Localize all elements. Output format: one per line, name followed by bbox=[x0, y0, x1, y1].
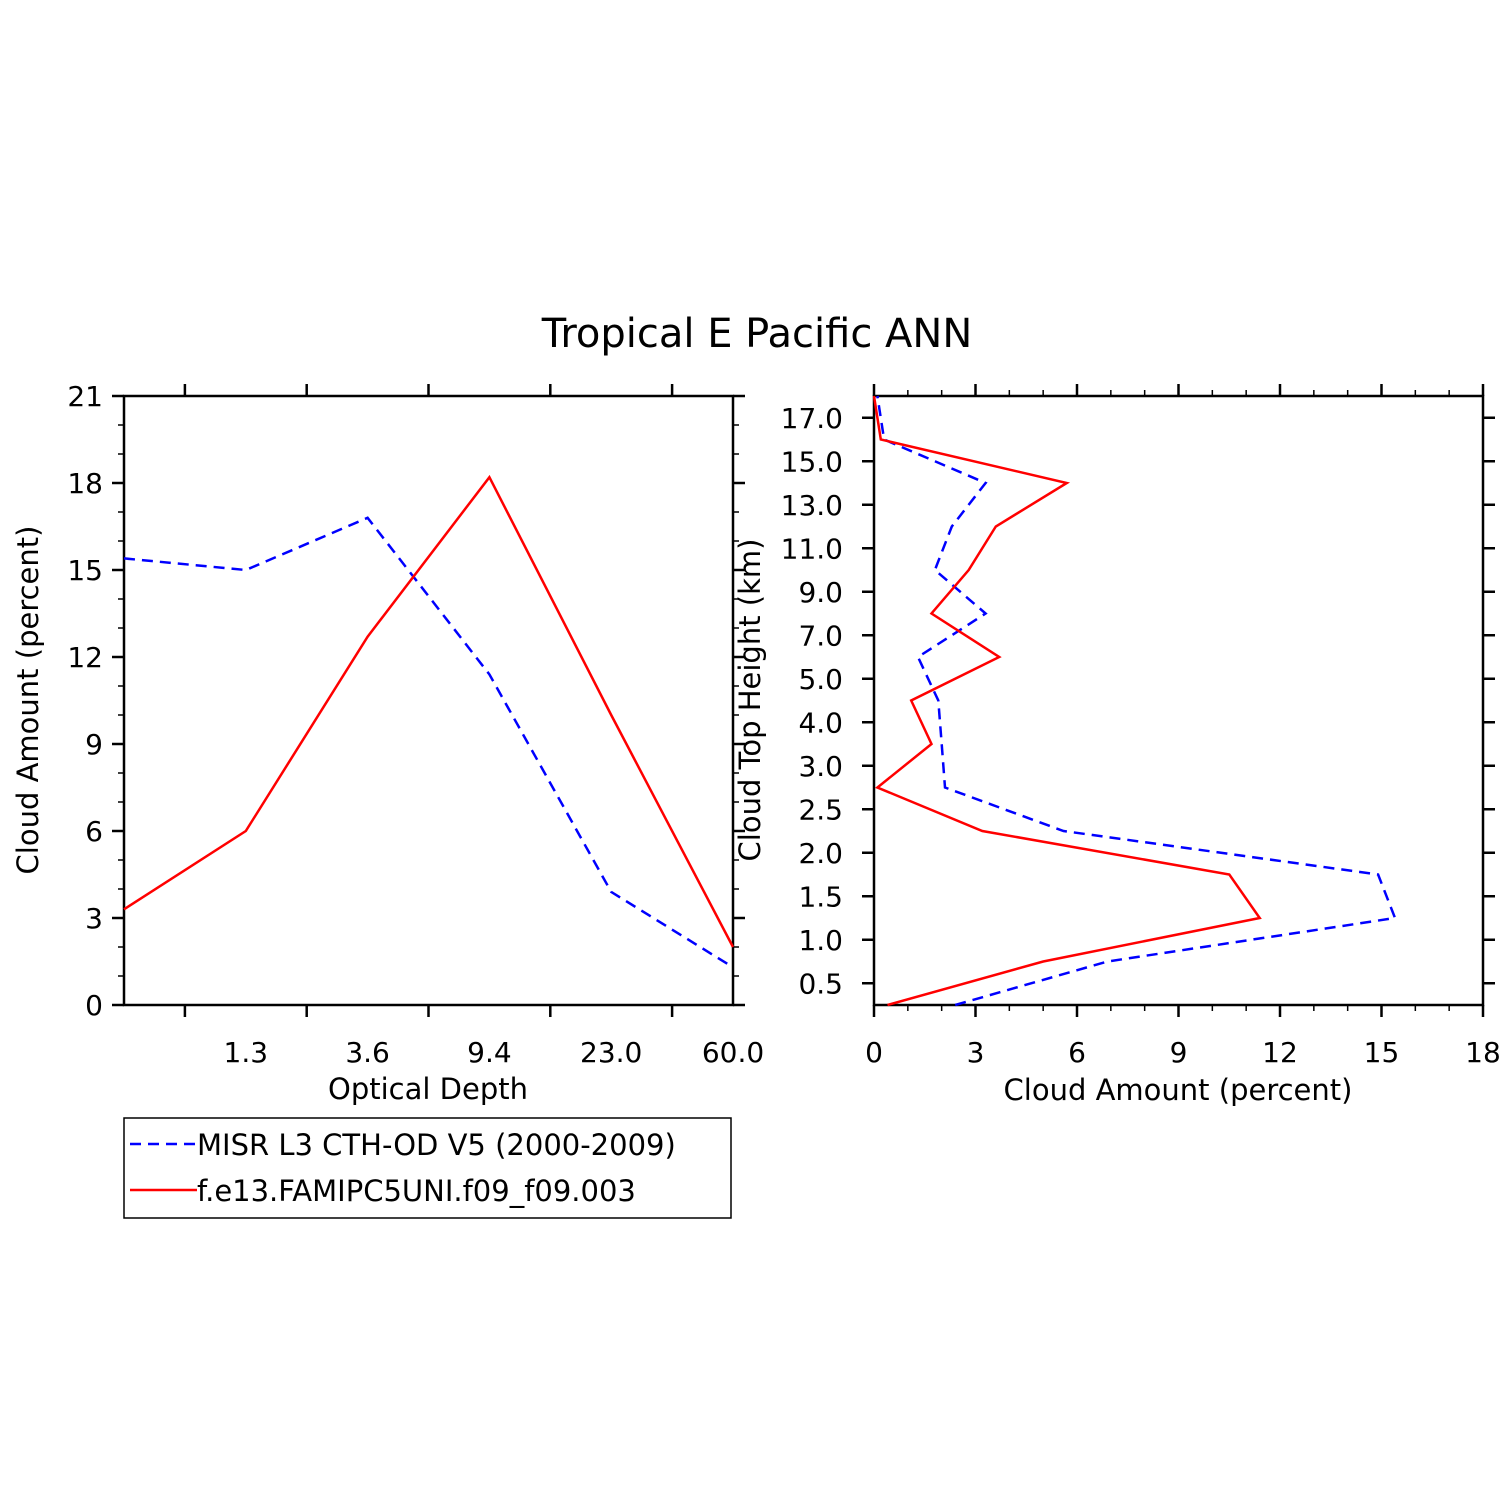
right-series-line bbox=[872, 395, 1262, 1007]
right-series-line bbox=[876, 395, 1397, 1007]
right-x-tick-label: 12 bbox=[1262, 1036, 1298, 1069]
left-y-tick-label: 18 bbox=[67, 467, 103, 500]
left-series-lines bbox=[123, 474, 735, 969]
left-y-tick-label: 21 bbox=[67, 380, 103, 413]
right-y-tick-label: 9.0 bbox=[798, 576, 843, 609]
right-y-tick-label: 1.5 bbox=[798, 880, 843, 913]
left-x-tick-label: 1.3 bbox=[224, 1036, 269, 1069]
chart-title: Tropical E Pacific ANN bbox=[541, 311, 972, 357]
right-x-tick-label: 0 bbox=[865, 1036, 883, 1069]
right-y-axis-label: Cloud Top Height (km) bbox=[733, 539, 767, 862]
right-x-tick-label: 18 bbox=[1465, 1036, 1501, 1069]
right-x-tick-labels: 0 3 6 9 12 15 18 bbox=[865, 1036, 1501, 1069]
left-axis-ticks bbox=[112, 384, 745, 1017]
right-series-lines bbox=[872, 395, 1397, 1007]
right-axis-ticks bbox=[862, 384, 1495, 1017]
left-x-tick-label: 23.0 bbox=[580, 1036, 642, 1069]
right-y-tick-label: 3.0 bbox=[798, 750, 843, 783]
left-x-axis-label: Optical Depth bbox=[328, 1072, 528, 1106]
left-x-tick-label: 9.4 bbox=[467, 1036, 512, 1069]
left-plot-frame bbox=[122, 394, 735, 1007]
left-y-tick-label: 6 bbox=[85, 815, 103, 848]
legend-label-model: f.e13.FAMIPC5UNI.f09_f09.003 bbox=[197, 1174, 636, 1208]
left-x-tick-label: 3.6 bbox=[345, 1036, 390, 1069]
right-y-tick-label: 17.0 bbox=[781, 402, 843, 435]
right-y-tick-label: 5.0 bbox=[798, 663, 843, 696]
legend-box bbox=[123, 1117, 732, 1219]
legend-label-misr: MISR L3 CTH-OD V5 (2000-2009) bbox=[197, 1128, 676, 1162]
left-panel-optical-depth: 1.3 3.6 9.4 23.0 60.0 0 3 6 9 12 15 18 21 Optical D… bbox=[11, 380, 764, 1106]
right-x-tick-label: 6 bbox=[1068, 1036, 1086, 1069]
left-y-tick-label: 3 bbox=[85, 902, 103, 935]
right-y-tick-label: 7.0 bbox=[798, 619, 843, 652]
right-panel-cloud-top-height: 0 3 6 9 12 15 18 0.5 1.0 1.5 2.0 2.5 3.0 4.0 5.0 7.0 9.… bbox=[733, 384, 1501, 1107]
right-y-tick-label: 2.0 bbox=[798, 837, 843, 870]
right-y-tick-label: 4.0 bbox=[798, 706, 843, 739]
right-x-axis-label: Cloud Amount (percent) bbox=[1004, 1073, 1353, 1107]
right-y-tick-label: 0.5 bbox=[798, 967, 843, 1000]
right-y-tick-label: 1.0 bbox=[798, 924, 843, 957]
right-plot-frame bbox=[872, 394, 1485, 1007]
right-y-tick-label: 13.0 bbox=[781, 489, 843, 522]
right-y-tick-labels: 0.5 1.0 1.5 2.0 2.5 3.0 4.0 5.0 7.0 9.0 11.0 13.0 15… bbox=[781, 402, 843, 1001]
left-y-axis-label: Cloud Amount (percent) bbox=[11, 526, 45, 875]
left-x-tick-label: 60.0 bbox=[702, 1036, 764, 1069]
right-x-tick-label: 15 bbox=[1364, 1036, 1400, 1069]
left-y-tick-labels: 0 3 6 9 12 15 18 21 bbox=[67, 380, 103, 1022]
left-y-tick-label: 15 bbox=[67, 554, 103, 587]
right-y-tick-label: 15.0 bbox=[781, 445, 843, 478]
left-y-tick-label: 12 bbox=[67, 641, 103, 674]
right-x-tick-label: 3 bbox=[967, 1036, 985, 1069]
left-y-tick-label: 0 bbox=[85, 989, 103, 1022]
left-series-line bbox=[123, 474, 735, 948]
right-y-tick-label: 2.5 bbox=[798, 793, 843, 826]
left-y-tick-label: 9 bbox=[85, 728, 103, 761]
left-x-tick-labels: 1.3 3.6 9.4 23.0 60.0 bbox=[224, 1036, 765, 1069]
left-series-line bbox=[123, 516, 734, 969]
right-x-tick-label: 9 bbox=[1170, 1036, 1188, 1069]
right-y-tick-label: 11.0 bbox=[781, 532, 843, 565]
legend: MISR L3 CTH-OD V5 (2000-2009) f.e13.FAMI… bbox=[123, 1117, 732, 1219]
